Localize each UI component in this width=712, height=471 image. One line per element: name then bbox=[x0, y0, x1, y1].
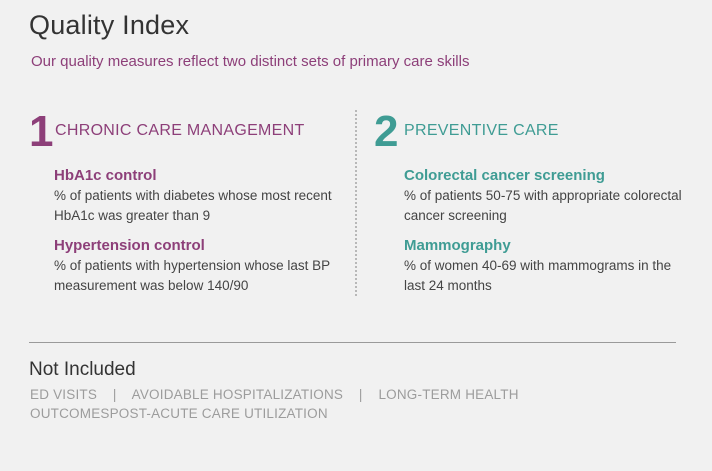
horizontal-rule bbox=[29, 342, 676, 343]
measure-colorectal: Colorectal cancer screening % of patient… bbox=[404, 166, 694, 226]
measure-hba1c: HbA1c control % of patients with diabete… bbox=[54, 166, 344, 226]
section-label: PREVENTIVE CARE bbox=[404, 122, 559, 139]
not-included-title: Not Included bbox=[29, 359, 136, 380]
page-title: Quality Index bbox=[29, 10, 190, 40]
not-included-list: ED VISITS | AVOIDABLE HOSPITALIZATIONS |… bbox=[30, 387, 523, 421]
column-divider bbox=[355, 110, 357, 296]
measure-title: Mammography bbox=[404, 237, 511, 254]
measure-hypertension: Hypertension control % of patients with … bbox=[54, 236, 344, 296]
section-header: 2 PREVENTIVE CARE bbox=[374, 108, 694, 156]
measure-description: % of patients with hypertension whose la… bbox=[54, 258, 330, 293]
section-header: 1 CHRONIC CARE MANAGEMENT bbox=[29, 108, 339, 156]
measure-description: % of patients 50-75 with appropriate col… bbox=[404, 188, 682, 223]
section-preventive-care: 2 PREVENTIVE CARE Colorectal cancer scre… bbox=[374, 108, 694, 294]
measure-title: Colorectal cancer screening bbox=[404, 167, 605, 184]
section-number: 1 bbox=[29, 107, 54, 156]
section-number: 2 bbox=[374, 107, 399, 156]
measure-mammography: Mammography % of women 40-69 with mammog… bbox=[404, 236, 694, 296]
section-label: CHRONIC CARE MANAGEMENT bbox=[55, 122, 305, 139]
measure-description: % of patients with diabetes whose most r… bbox=[54, 188, 332, 223]
measure-description: % of women 40-69 with mammograms in the … bbox=[404, 258, 672, 293]
measure-title: Hypertension control bbox=[54, 237, 205, 254]
measure-title: HbA1c control bbox=[54, 167, 157, 184]
page-subtitle: Our quality measures reflect two distinc… bbox=[31, 53, 470, 70]
section-chronic-care: 1 CHRONIC CARE MANAGEMENT HbA1c control … bbox=[29, 108, 339, 294]
